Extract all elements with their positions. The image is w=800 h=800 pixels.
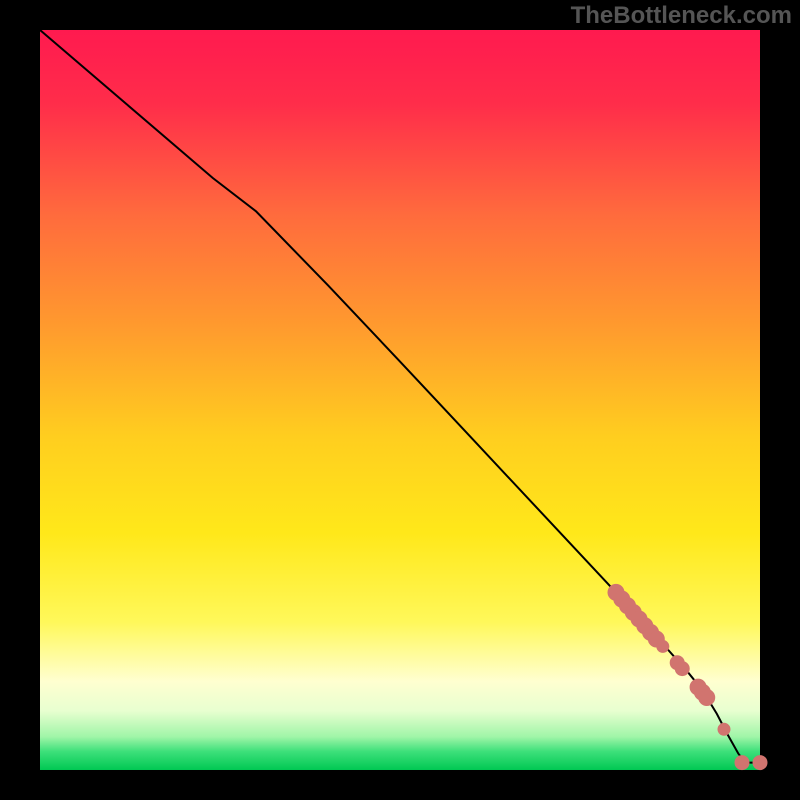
- chart-container: TheBottleneck.com: [0, 0, 800, 800]
- data-marker: [735, 756, 749, 770]
- plot-background: [40, 30, 760, 770]
- data-marker: [753, 756, 767, 770]
- data-marker: [718, 723, 730, 735]
- chart-svg: [0, 0, 800, 800]
- data-marker: [675, 662, 689, 676]
- data-marker: [699, 689, 715, 705]
- data-marker: [657, 640, 669, 652]
